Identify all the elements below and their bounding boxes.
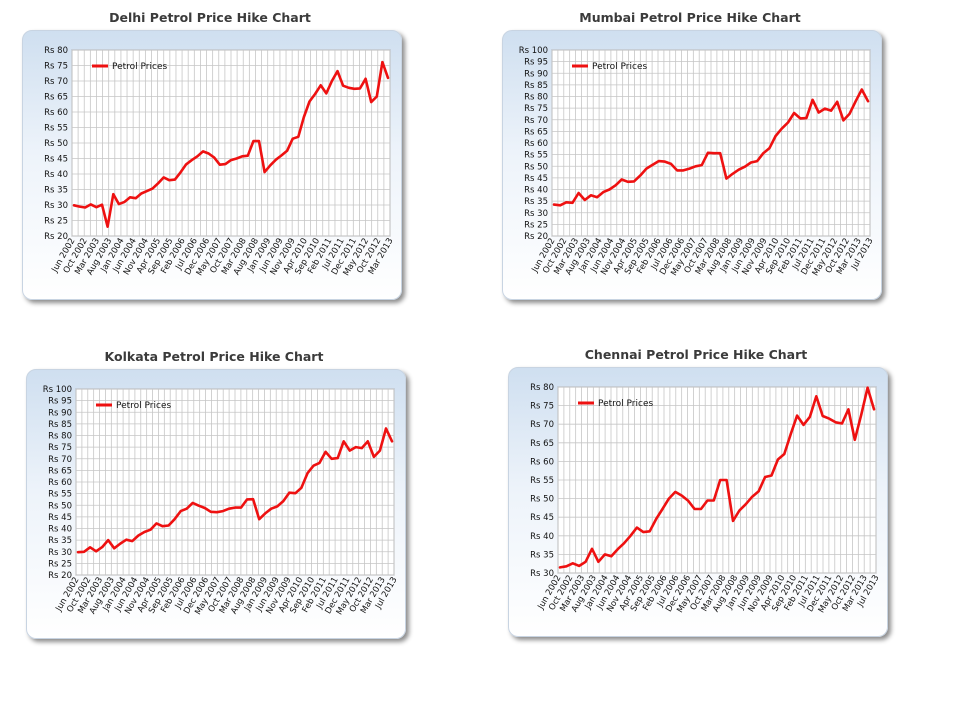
- y-tick-label: Rs 50: [524, 162, 548, 172]
- y-tick-label: Rs 40: [48, 525, 72, 535]
- y-tick-label: Rs 85: [524, 81, 548, 91]
- y-tick-label: Rs 65: [530, 439, 554, 449]
- y-tick-label: Rs 65: [48, 466, 72, 476]
- y-tick-label: Rs 45: [44, 155, 68, 165]
- y-tick-label: Rs 90: [524, 69, 548, 79]
- y-tick-label: Rs 75: [530, 402, 554, 412]
- y-tick-label: Rs 60: [530, 457, 554, 467]
- y-tick-label: Rs 80: [44, 46, 68, 56]
- y-tick-label: Rs 55: [48, 490, 72, 500]
- y-tick-label: Rs 70: [48, 455, 72, 465]
- y-tick-label: Rs 20: [44, 232, 68, 242]
- delhi-chart: Rs 20 Rs 25 Rs 30 Rs 35 Rs 40 Rs 45 Rs 50 Rs 55…: [44, 46, 395, 278]
- legend-label: Petrol Prices: [592, 62, 647, 72]
- y-tick-label: Rs 60: [44, 108, 68, 118]
- y-tick-label: Rs 80: [530, 383, 554, 393]
- y-tick-label: Rs 65: [44, 93, 68, 103]
- y-tick-label: Rs 30: [48, 548, 72, 558]
- y-tick-label: Rs 70: [44, 77, 68, 87]
- y-tick-label: Rs 55: [530, 476, 554, 486]
- y-tick-label: Rs 75: [524, 104, 548, 114]
- y-tick-label: Rs 85: [48, 420, 72, 430]
- y-tick-label: Rs 35: [524, 197, 548, 207]
- y-tick-label: Rs 55: [44, 124, 68, 134]
- legend-label: Petrol Prices: [116, 401, 171, 411]
- y-tick-label: Rs 60: [524, 139, 548, 149]
- kolkata-chart-title: Kolkata Petrol Price Hike Chart: [104, 349, 324, 364]
- petrol-prices-line: [552, 88, 870, 207]
- chennai-chart: Rs 30 Rs 35 Rs 40 Rs 45 Rs 50 Rs 55 Rs 60 Rs 65…: [530, 383, 881, 615]
- y-tick-label: Rs 40: [524, 186, 548, 196]
- y-tick-label: Rs 25: [524, 220, 548, 230]
- petrol-prices-line: [76, 427, 394, 554]
- y-tick-label: Rs 100: [519, 46, 548, 56]
- delhi-chart-title: Delhi Petrol Price Hike Chart: [109, 10, 311, 25]
- y-tick-label: Rs 40: [530, 532, 554, 542]
- y-tick-label: Rs 45: [48, 513, 72, 523]
- y-tick-label: Rs 45: [530, 513, 554, 523]
- legend-label: Petrol Prices: [112, 62, 167, 72]
- y-tick-label: Rs 65: [524, 127, 548, 137]
- legend-label: Petrol Prices: [598, 399, 653, 409]
- y-tick-label: Rs 40: [44, 170, 68, 180]
- petrol-prices-line: [72, 60, 390, 228]
- y-tick-label: Rs 80: [524, 93, 548, 103]
- y-tick-label: Rs 95: [48, 397, 72, 407]
- y-tick-label: Rs 75: [48, 443, 72, 453]
- y-tick-label: Rs 45: [524, 174, 548, 184]
- y-tick-label: Rs 55: [524, 151, 548, 161]
- y-tick-label: Rs 75: [44, 62, 68, 72]
- y-tick-label: Rs 30: [530, 569, 554, 579]
- y-tick-label: Rs 80: [48, 432, 72, 442]
- y-tick-label: Rs 70: [524, 116, 548, 126]
- y-tick-label: Rs 20: [524, 232, 548, 242]
- y-tick-label: Rs 25: [44, 217, 68, 227]
- y-tick-label: Rs 35: [48, 536, 72, 546]
- y-tick-label: Rs 100: [43, 385, 72, 395]
- y-tick-label: Rs 30: [524, 209, 548, 219]
- chennai-chart-title: Chennai Petrol Price Hike Chart: [584, 347, 808, 362]
- y-tick-label: Rs 95: [524, 58, 548, 68]
- y-tick-label: Rs 30: [44, 201, 68, 211]
- y-tick-label: Rs 50: [48, 501, 72, 511]
- y-tick-label: Rs 50: [44, 139, 68, 149]
- y-tick-label: Rs 25: [48, 559, 72, 569]
- y-tick-label: Rs 70: [530, 420, 554, 430]
- y-tick-label: Rs 35: [44, 186, 68, 196]
- y-tick-label: Rs 35: [530, 550, 554, 560]
- y-tick-label: Rs 50: [530, 495, 554, 505]
- petrol-prices-line: [558, 386, 876, 569]
- y-tick-label: Rs 20: [48, 571, 72, 581]
- y-tick-label: Rs 90: [48, 408, 72, 418]
- mumbai-chart-title: Mumbai Petrol Price Hike Chart: [579, 10, 801, 25]
- y-tick-label: Rs 60: [48, 478, 72, 488]
